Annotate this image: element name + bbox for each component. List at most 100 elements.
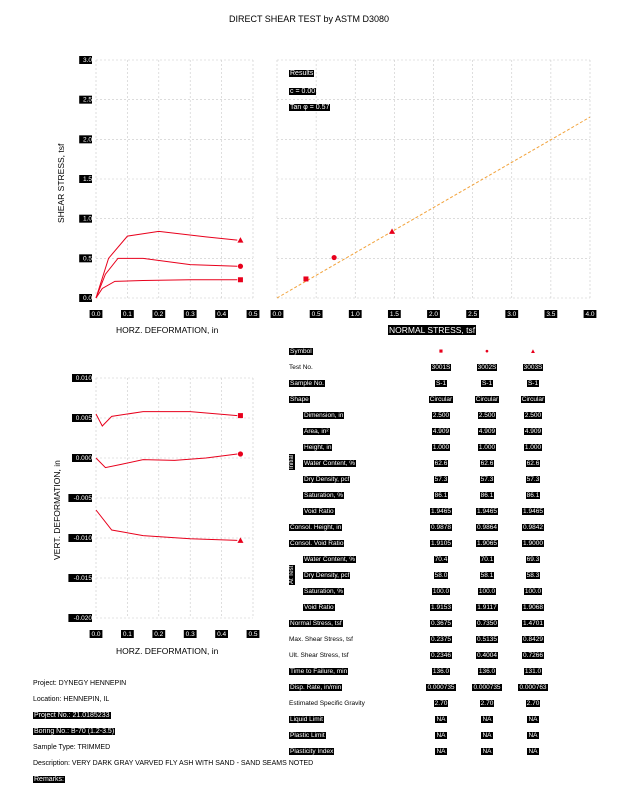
- row-label: Void Ratio: [303, 507, 335, 515]
- shear-stress-axis-title: SHEAR STRESS, tsf: [56, 143, 66, 223]
- shear-end-marker-square: [237, 277, 243, 283]
- row-value: NA: [481, 747, 493, 755]
- row-label: Saturation, %: [303, 491, 345, 499]
- table-row: Sample No. S-1 S-1 S-1: [289, 375, 556, 391]
- table-row: Consol. Height, in 0.9878 0.9864 0.9842: [289, 519, 556, 535]
- bot-ytick-label: 0.010: [76, 375, 93, 382]
- top-xtick-label-bg: [89, 310, 103, 318]
- top-xtick-label: 0.1: [123, 311, 132, 318]
- row-value: 62.6: [525, 459, 541, 467]
- row-label: Consol. Void Ratio: [289, 539, 345, 547]
- env-xtick-label-bg: [466, 310, 480, 318]
- vert-curve-circle: [95, 453, 238, 469]
- row-value: 100.0: [523, 587, 543, 595]
- row-value: 0.3675: [430, 619, 452, 627]
- vert-curve-triangle: [95, 509, 238, 541]
- top-ytick-label-bg: [79, 254, 92, 263]
- row-value: 0.9864: [476, 523, 498, 531]
- row-label: Ult. Shear Stress, tsf: [289, 651, 349, 659]
- row-label: Dry Density, pcf: [303, 475, 351, 483]
- row-value: 58.0: [433, 571, 449, 579]
- bot-ytick-label-bg: [72, 414, 92, 422]
- row-value: 70.1: [479, 555, 495, 563]
- symbol-icon-2: ▲: [529, 347, 537, 355]
- top-xtick-label-bg: [121, 310, 134, 318]
- top-xtick-label: 0.3: [186, 311, 195, 318]
- project-no-label: Project No.: 21.0185233: [33, 712, 111, 719]
- row-value: 131.0: [523, 667, 543, 675]
- row-label: Area, in²: [303, 427, 330, 435]
- top-ytick-label-bg: [79, 214, 92, 223]
- top-ytick-label-bg: [79, 294, 92, 302]
- row-value: 58.3: [525, 571, 541, 579]
- env-xtick-label-bg: [505, 310, 519, 318]
- row-label: Consol. Height, in: [289, 523, 343, 531]
- row-value: 2.70: [479, 699, 495, 707]
- env-xtick-label: 3.5: [546, 311, 555, 318]
- env-xtick-label-bg: [348, 310, 362, 318]
- remarks-label: Remarks:: [33, 776, 65, 783]
- table-row: Dimension, in 2.500 2.500 2.500: [289, 407, 556, 423]
- table-row: Area, in² 4.909 4.909 4.909: [289, 423, 556, 439]
- row-value: NA: [435, 731, 447, 739]
- top-xtick-label: 0.0: [91, 311, 100, 318]
- row-value: 0.7266: [522, 651, 544, 659]
- row-value: 0.4004: [476, 651, 498, 659]
- row-value: 86.1: [433, 491, 449, 499]
- top-ytick-label: 1.5: [83, 176, 92, 183]
- top-xtick-label-bg: [215, 310, 228, 318]
- row-value: NA: [435, 715, 447, 723]
- row-value: NA: [435, 747, 447, 755]
- bot-ytick-label: 0.000: [76, 455, 93, 462]
- vert-curve-square: [95, 411, 238, 427]
- row-value: NA: [481, 715, 493, 723]
- table-row: Saturation, % 100.0 100.0 100.0: [289, 583, 556, 599]
- row-value: 62.6: [433, 459, 449, 467]
- sample-type-label: Sample Type: TRIMMED: [33, 744, 111, 751]
- row-value: NA: [527, 747, 539, 755]
- envelope-legend-tanphi: Tan φ = 0.57: [289, 104, 331, 111]
- row-value: 0.000763: [518, 683, 548, 691]
- top-ytick-label: 0.0: [83, 295, 92, 302]
- top-xtick-label-bg: [183, 310, 197, 318]
- table-row: Ult. Shear Stress, tsf 0.2346 0.4004 0.7266: [289, 647, 556, 663]
- env-xtick-label: 1.5: [390, 311, 399, 318]
- row-value: 70.4: [433, 555, 449, 563]
- bot-xtick-label: 0.3: [186, 631, 195, 638]
- row-value: 57.3: [525, 475, 541, 483]
- env-xtick-label: 0.0: [272, 311, 281, 318]
- bottom-x-axis-title: HORZ. DEFORMATION, in: [116, 646, 219, 656]
- env-xtick-label-bg: [270, 310, 284, 318]
- row-value: NA: [527, 731, 539, 739]
- bot-xtick-label: 0.4: [217, 631, 226, 638]
- row-value: 0.2346: [430, 651, 452, 659]
- env-xtick-label-bg: [427, 310, 440, 318]
- vert-end-marker-square: [237, 413, 243, 419]
- top-ytick-label-bg: [79, 56, 92, 64]
- top-xtick-label: 0.5: [248, 311, 257, 318]
- row-value: 2.500: [477, 411, 497, 419]
- row-label: Test No.: [289, 363, 313, 371]
- row-value: 0.000735: [472, 683, 502, 691]
- table-row: Plasticity Index NA NA NA: [289, 743, 556, 759]
- row-value: Circular: [520, 395, 546, 403]
- row-value: 100.0: [431, 587, 451, 595]
- row-value: 57.3: [433, 475, 449, 483]
- row-label: Water Content, %: [303, 555, 357, 563]
- top-ytick-label: 1.0: [83, 216, 92, 223]
- bot-xtick-label: 0.5: [248, 631, 257, 638]
- table-row: Plastic Limit NA NA NA: [289, 727, 556, 743]
- row-value: 3003S: [522, 363, 544, 371]
- normal-stress-axis-title: NORMAL STRESS, tsf: [388, 325, 477, 335]
- bot-xtick-label-bg: [246, 630, 260, 638]
- bot-ytick-label-bg: [68, 494, 92, 502]
- top-ytick-label: 2.5: [83, 97, 92, 104]
- row-label: Sample No.: [289, 379, 325, 387]
- test-results-table: Symbol ■ ● ▲ Test No. 3001S 3002S 3003S Sample N…: [289, 343, 556, 759]
- row-value: Circular: [474, 395, 500, 403]
- row-value: 4.909: [431, 427, 451, 435]
- bot-xtick-label-bg: [121, 630, 134, 638]
- row-label: Dimension, in: [303, 411, 345, 419]
- shear-curve-triangle: [95, 230, 238, 299]
- row-value: 1.9465: [522, 507, 544, 515]
